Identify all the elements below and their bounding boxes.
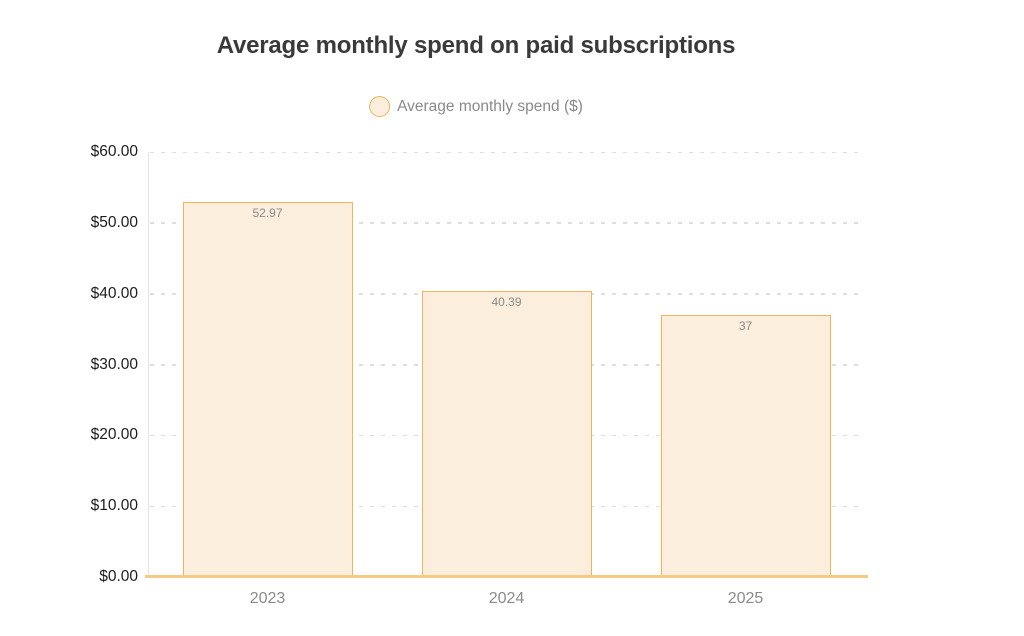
x-tick-label: 2025 (727, 590, 764, 607)
legend: Average monthly spend ($) (369, 96, 583, 117)
bar: 37 (660, 314, 831, 577)
y-tick-label: $60.00 (90, 143, 138, 160)
chart-title: Average monthly spend on paid subscripti… (216, 32, 736, 59)
x-axis-baseline (145, 575, 868, 578)
gridline (150, 151, 863, 153)
x-tick-label: 2024 (488, 590, 525, 607)
y-tick-label: $40.00 (90, 284, 138, 302)
legend-label: Average monthly spend ($) (397, 97, 583, 115)
y-tick-label: $30.00 (90, 355, 138, 373)
gridline (150, 222, 863, 224)
y-tick-label: $20.00 (90, 426, 138, 444)
bar-value-label: 37 (738, 318, 753, 333)
bar: 40.39 (421, 290, 592, 577)
y-axis-line (148, 152, 149, 577)
y-tick-label: $0.00 (99, 568, 138, 585)
x-tick-label: 2023 (249, 590, 286, 607)
y-tick-label: $50.00 (90, 213, 138, 231)
y-tick-label: $10.00 (90, 497, 138, 515)
bar-value-label: 52.97 (252, 205, 283, 220)
bar-value-label: 40.39 (491, 294, 522, 309)
bar: 52.97 (182, 201, 353, 577)
legend-circle-swatch (369, 96, 391, 117)
